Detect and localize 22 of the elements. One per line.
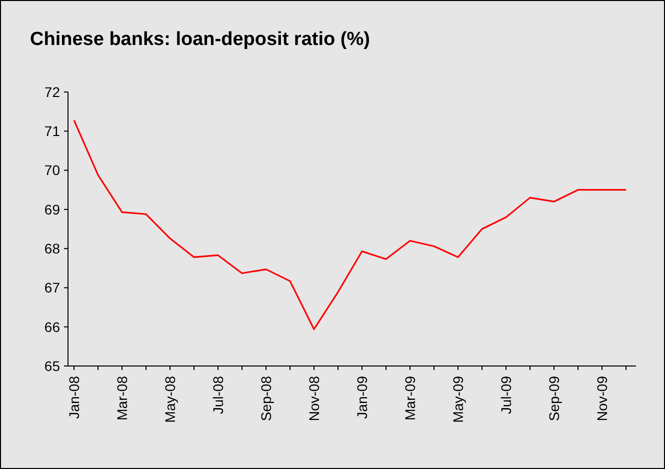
- x-tick-label: Jan-09: [354, 376, 370, 419]
- x-tick-label: May-09: [450, 376, 466, 423]
- y-tick-label: 69: [44, 201, 60, 218]
- x-tick-label: Nov-09: [594, 376, 610, 422]
- x-tick-label: Jan-08: [66, 376, 82, 419]
- x-tick-label: Mar-09: [402, 376, 418, 420]
- x-tick-label: Mar-08: [114, 376, 130, 420]
- x-tick-label: Sep-09: [546, 376, 562, 422]
- y-tick-label: 70: [44, 162, 60, 178]
- x-tick-label: May-08: [162, 376, 178, 423]
- x-tick-label: Jul-08: [210, 376, 226, 414]
- x-tick-label: Jul-09: [498, 376, 514, 414]
- line-series: [73, 119, 627, 330]
- x-tick-label: Sep-08: [258, 376, 274, 422]
- y-tick-label: 65: [44, 358, 60, 374]
- y-tick-label: 68: [44, 240, 60, 256]
- y-tick-label: 66: [44, 318, 60, 335]
- y-tick-label: 72: [44, 84, 60, 100]
- chart-title: Chinese banks: loan-deposit ratio (%): [30, 29, 370, 50]
- x-tick-label: Nov-08: [306, 376, 322, 422]
- y-tick-label: 71: [44, 123, 60, 140]
- y-tick-label: 67: [44, 280, 60, 296]
